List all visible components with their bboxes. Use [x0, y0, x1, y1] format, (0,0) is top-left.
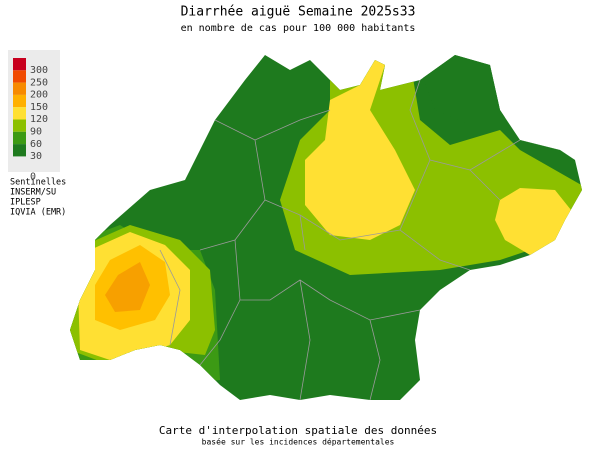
legend-swatch	[13, 70, 26, 83]
legend-label: 120	[30, 114, 48, 125]
legend-swatch	[13, 82, 26, 95]
legend-swatch	[13, 144, 26, 157]
source: IQVIA (EMR)	[10, 208, 66, 218]
source: IPLESP	[10, 198, 41, 208]
legend-label: 250	[30, 77, 48, 88]
legend-label: 30	[30, 151, 42, 162]
legend-swatch	[13, 94, 26, 108]
map	[70, 55, 582, 400]
legend-label: 0	[30, 171, 36, 182]
legend-swatch	[13, 131, 26, 145]
source: Sentinelles	[10, 178, 66, 188]
legend-label: 200	[30, 90, 48, 101]
legend-label: 90	[30, 127, 42, 138]
source: INSERM/SU	[10, 188, 56, 198]
legend-swatch	[13, 58, 26, 71]
legend-label: 300	[30, 65, 48, 76]
footer-title: Carte d'interpolation spatiale des donné…	[159, 424, 437, 437]
title: Diarrhée aiguë Semaine 2025s33	[181, 5, 416, 20]
footer-subtitle: basée sur les incidences départementales	[202, 437, 395, 447]
legend-label: 150	[30, 102, 48, 113]
legend-label: 60	[30, 139, 42, 150]
subtitle: en nombre de cas pour 100 000 habitants	[181, 23, 416, 34]
legend-swatch	[13, 119, 26, 132]
legend-swatch	[13, 107, 26, 120]
